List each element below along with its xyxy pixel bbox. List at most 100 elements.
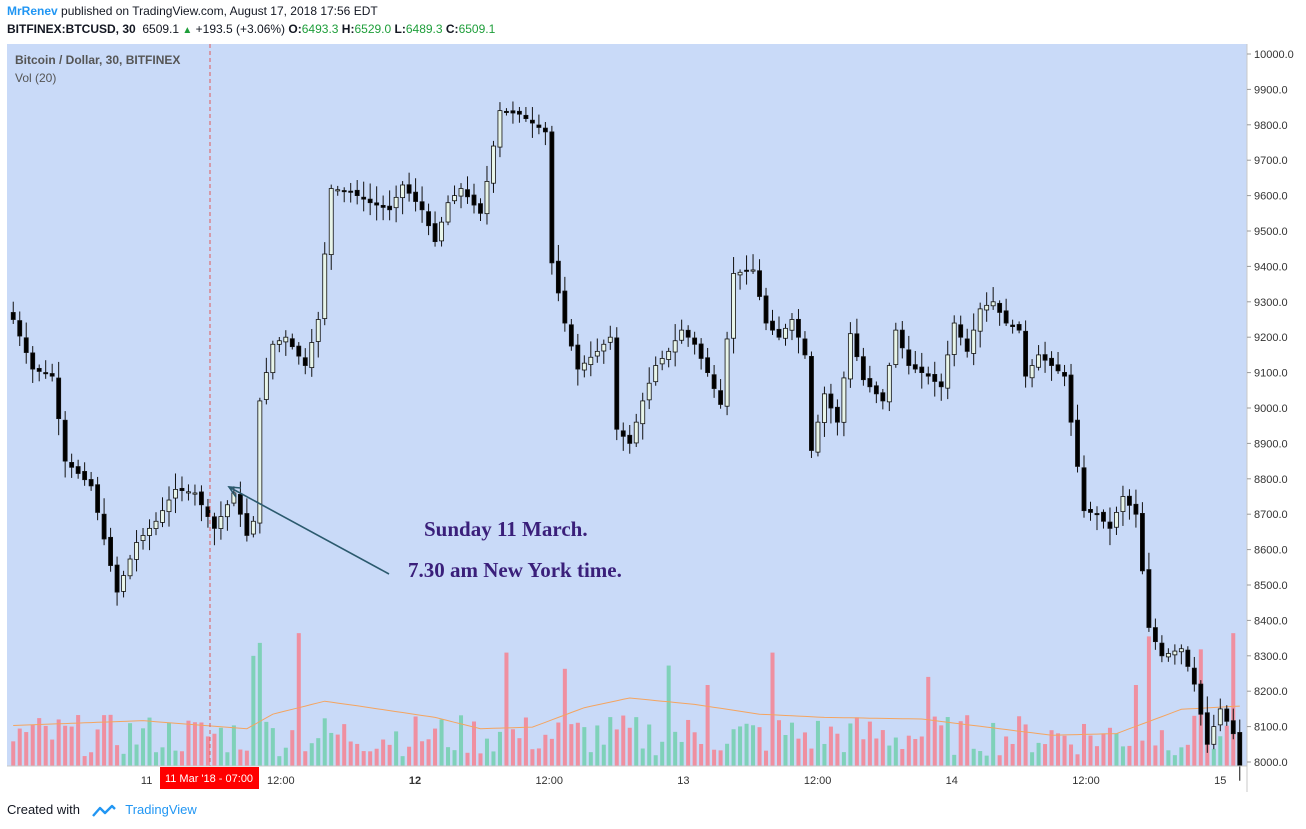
volume-bar <box>861 739 866 766</box>
candle-down <box>958 324 964 338</box>
close-value: 6509.1 <box>458 22 496 36</box>
volume-bar <box>939 725 944 766</box>
candle-down <box>517 110 522 115</box>
volume-bar <box>154 752 159 766</box>
volume-bar <box>1030 752 1035 766</box>
candle-down <box>873 385 879 395</box>
close-label: C: <box>445 22 459 36</box>
volume-bar <box>82 756 87 766</box>
volume-bar <box>562 668 567 766</box>
volume-bar <box>348 741 353 766</box>
price-tick-label: 8500.0 <box>1254 580 1288 592</box>
high-value: 6529.0 <box>354 22 392 36</box>
candle-down <box>997 302 1003 313</box>
volume-bar <box>108 714 113 766</box>
candle-down <box>718 390 724 405</box>
volume-bar <box>569 724 574 766</box>
time-tick-label: 12:00 <box>267 775 295 787</box>
candle-up <box>484 181 490 215</box>
candle-down <box>523 114 529 120</box>
volume-bar <box>355 743 360 766</box>
candle-down <box>1062 372 1067 377</box>
candle-up <box>458 188 464 197</box>
candle-up <box>452 195 457 202</box>
volume-bar <box>225 752 230 766</box>
volume-bar <box>906 735 911 766</box>
candle-down <box>205 506 211 517</box>
candle-up <box>847 333 853 380</box>
volume-bar <box>1166 750 1171 766</box>
volume-bar <box>978 751 983 766</box>
candle-up <box>822 393 827 423</box>
volume-bar <box>309 743 314 766</box>
volume-bar <box>776 720 782 766</box>
candle-down <box>867 378 873 388</box>
volume-bar <box>491 751 496 766</box>
candle-up <box>322 253 328 319</box>
candle-down <box>1068 374 1074 423</box>
volume-bar <box>1088 735 1093 766</box>
volume-bar <box>867 721 872 766</box>
volume-bar <box>335 734 340 766</box>
candle-down <box>906 349 912 366</box>
time-axis[interactable]: 11 12:00 12 12:00 13 12:00 14 12:00 15 <box>141 775 1226 787</box>
candle-down <box>17 320 23 337</box>
volume-bar <box>43 725 48 766</box>
candle-up <box>1178 648 1184 653</box>
volume-bar <box>1224 725 1229 766</box>
low-label: L: <box>394 22 406 36</box>
candle-up <box>315 319 321 342</box>
volume-bar <box>841 752 846 766</box>
time-tick-label: 12:00 <box>804 775 832 787</box>
price-tick-label: 8900.0 <box>1254 438 1288 450</box>
candle-up <box>1114 512 1119 528</box>
candle-up <box>646 382 652 401</box>
crosshair-time-badge <box>160 767 259 789</box>
time-tick-label: 14 <box>946 775 958 787</box>
volume-bar <box>608 717 613 766</box>
volume-bar <box>37 718 42 766</box>
volume-bar <box>141 728 146 766</box>
volume-bar <box>24 732 29 766</box>
author-link[interactable]: MrRenev <box>7 4 58 18</box>
candle-down <box>367 198 373 204</box>
volume-bar <box>1023 724 1028 766</box>
price-axis[interactable]: 8000.0 8100.0 8200.0 8300.0 8400.0 8500.0 8600… <box>1247 49 1294 769</box>
candle-up <box>160 510 165 523</box>
candle-down <box>763 295 769 324</box>
candle-down <box>919 366 925 373</box>
candle-down <box>1101 511 1106 522</box>
tradingview-logo-icon <box>91 804 116 817</box>
volume-bar <box>919 736 924 766</box>
volume-bar <box>95 729 100 766</box>
candle-up <box>594 350 600 357</box>
volume-bar <box>692 732 697 766</box>
volume-bar <box>484 738 489 766</box>
candle-down <box>374 202 380 206</box>
candle-down <box>964 338 970 352</box>
candle-down <box>101 513 107 540</box>
candle-up <box>581 362 587 371</box>
candle-up <box>1029 365 1035 379</box>
high-label: H: <box>341 22 355 36</box>
volume-bar <box>595 725 600 766</box>
candle-down <box>348 190 354 193</box>
candle-up <box>127 558 133 577</box>
tradingview-link[interactable]: TradingView <box>125 802 197 817</box>
volume-bar <box>634 717 639 766</box>
volume-bar <box>497 731 502 766</box>
candle-down <box>108 536 113 566</box>
volume-bar <box>1107 727 1112 766</box>
volume-bar <box>316 738 321 766</box>
volume-bar <box>238 749 243 766</box>
volume-bar <box>128 723 133 766</box>
volume-bar <box>549 738 554 766</box>
chart-area[interactable]: Bitcoin / Dollar, 30, BITFINEX Vol (20) … <box>7 44 1299 792</box>
volume-bar <box>1185 744 1190 766</box>
candle-down <box>1230 720 1236 735</box>
volume-bar <box>627 727 632 766</box>
candle-down <box>1023 330 1029 377</box>
volume-bar <box>809 748 814 766</box>
candle-down <box>1088 508 1093 513</box>
volume-bar <box>329 732 334 766</box>
